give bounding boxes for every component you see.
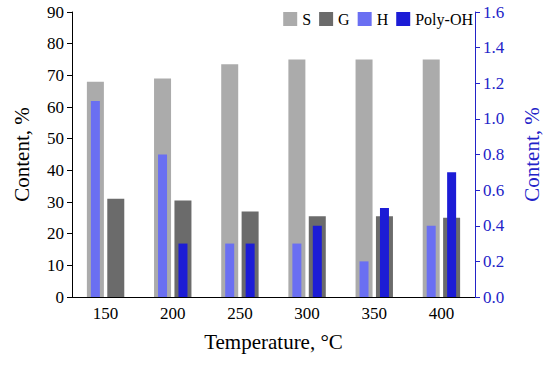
svg-text:S: S bbox=[302, 11, 311, 28]
svg-text:150: 150 bbox=[93, 304, 119, 323]
svg-text:300: 300 bbox=[294, 304, 320, 323]
svg-text:Content, %: Content, % bbox=[520, 107, 544, 202]
svg-text:90: 90 bbox=[47, 3, 64, 22]
svg-text:40: 40 bbox=[47, 161, 64, 180]
svg-text:0.8: 0.8 bbox=[483, 145, 504, 164]
svg-text:350: 350 bbox=[362, 304, 388, 323]
svg-text:60: 60 bbox=[47, 98, 64, 117]
svg-text:0.0: 0.0 bbox=[483, 288, 504, 307]
svg-text:1.6: 1.6 bbox=[483, 3, 504, 22]
svg-text:50: 50 bbox=[47, 129, 64, 148]
svg-text:G: G bbox=[338, 11, 350, 28]
svg-text:200: 200 bbox=[160, 304, 186, 323]
svg-text:0.6: 0.6 bbox=[483, 181, 504, 200]
svg-text:0: 0 bbox=[56, 288, 65, 307]
svg-text:1.2: 1.2 bbox=[483, 74, 504, 93]
svg-text:Poly-OH: Poly-OH bbox=[415, 11, 473, 29]
svg-text:Temperature, °C: Temperature, °C bbox=[204, 330, 343, 354]
svg-text:250: 250 bbox=[227, 304, 253, 323]
svg-text:1.0: 1.0 bbox=[483, 109, 504, 128]
svg-text:70: 70 bbox=[47, 66, 64, 85]
svg-text:20: 20 bbox=[47, 224, 64, 243]
svg-text:H: H bbox=[377, 11, 389, 28]
svg-text:Content, %: Content, % bbox=[10, 107, 34, 202]
svg-text:10: 10 bbox=[47, 256, 64, 275]
svg-text:1.4: 1.4 bbox=[483, 38, 505, 57]
svg-text:30: 30 bbox=[47, 193, 64, 212]
svg-text:0.2: 0.2 bbox=[483, 252, 504, 271]
svg-text:400: 400 bbox=[429, 304, 455, 323]
svg-text:0.4: 0.4 bbox=[483, 216, 505, 235]
svg-text:80: 80 bbox=[47, 34, 64, 53]
